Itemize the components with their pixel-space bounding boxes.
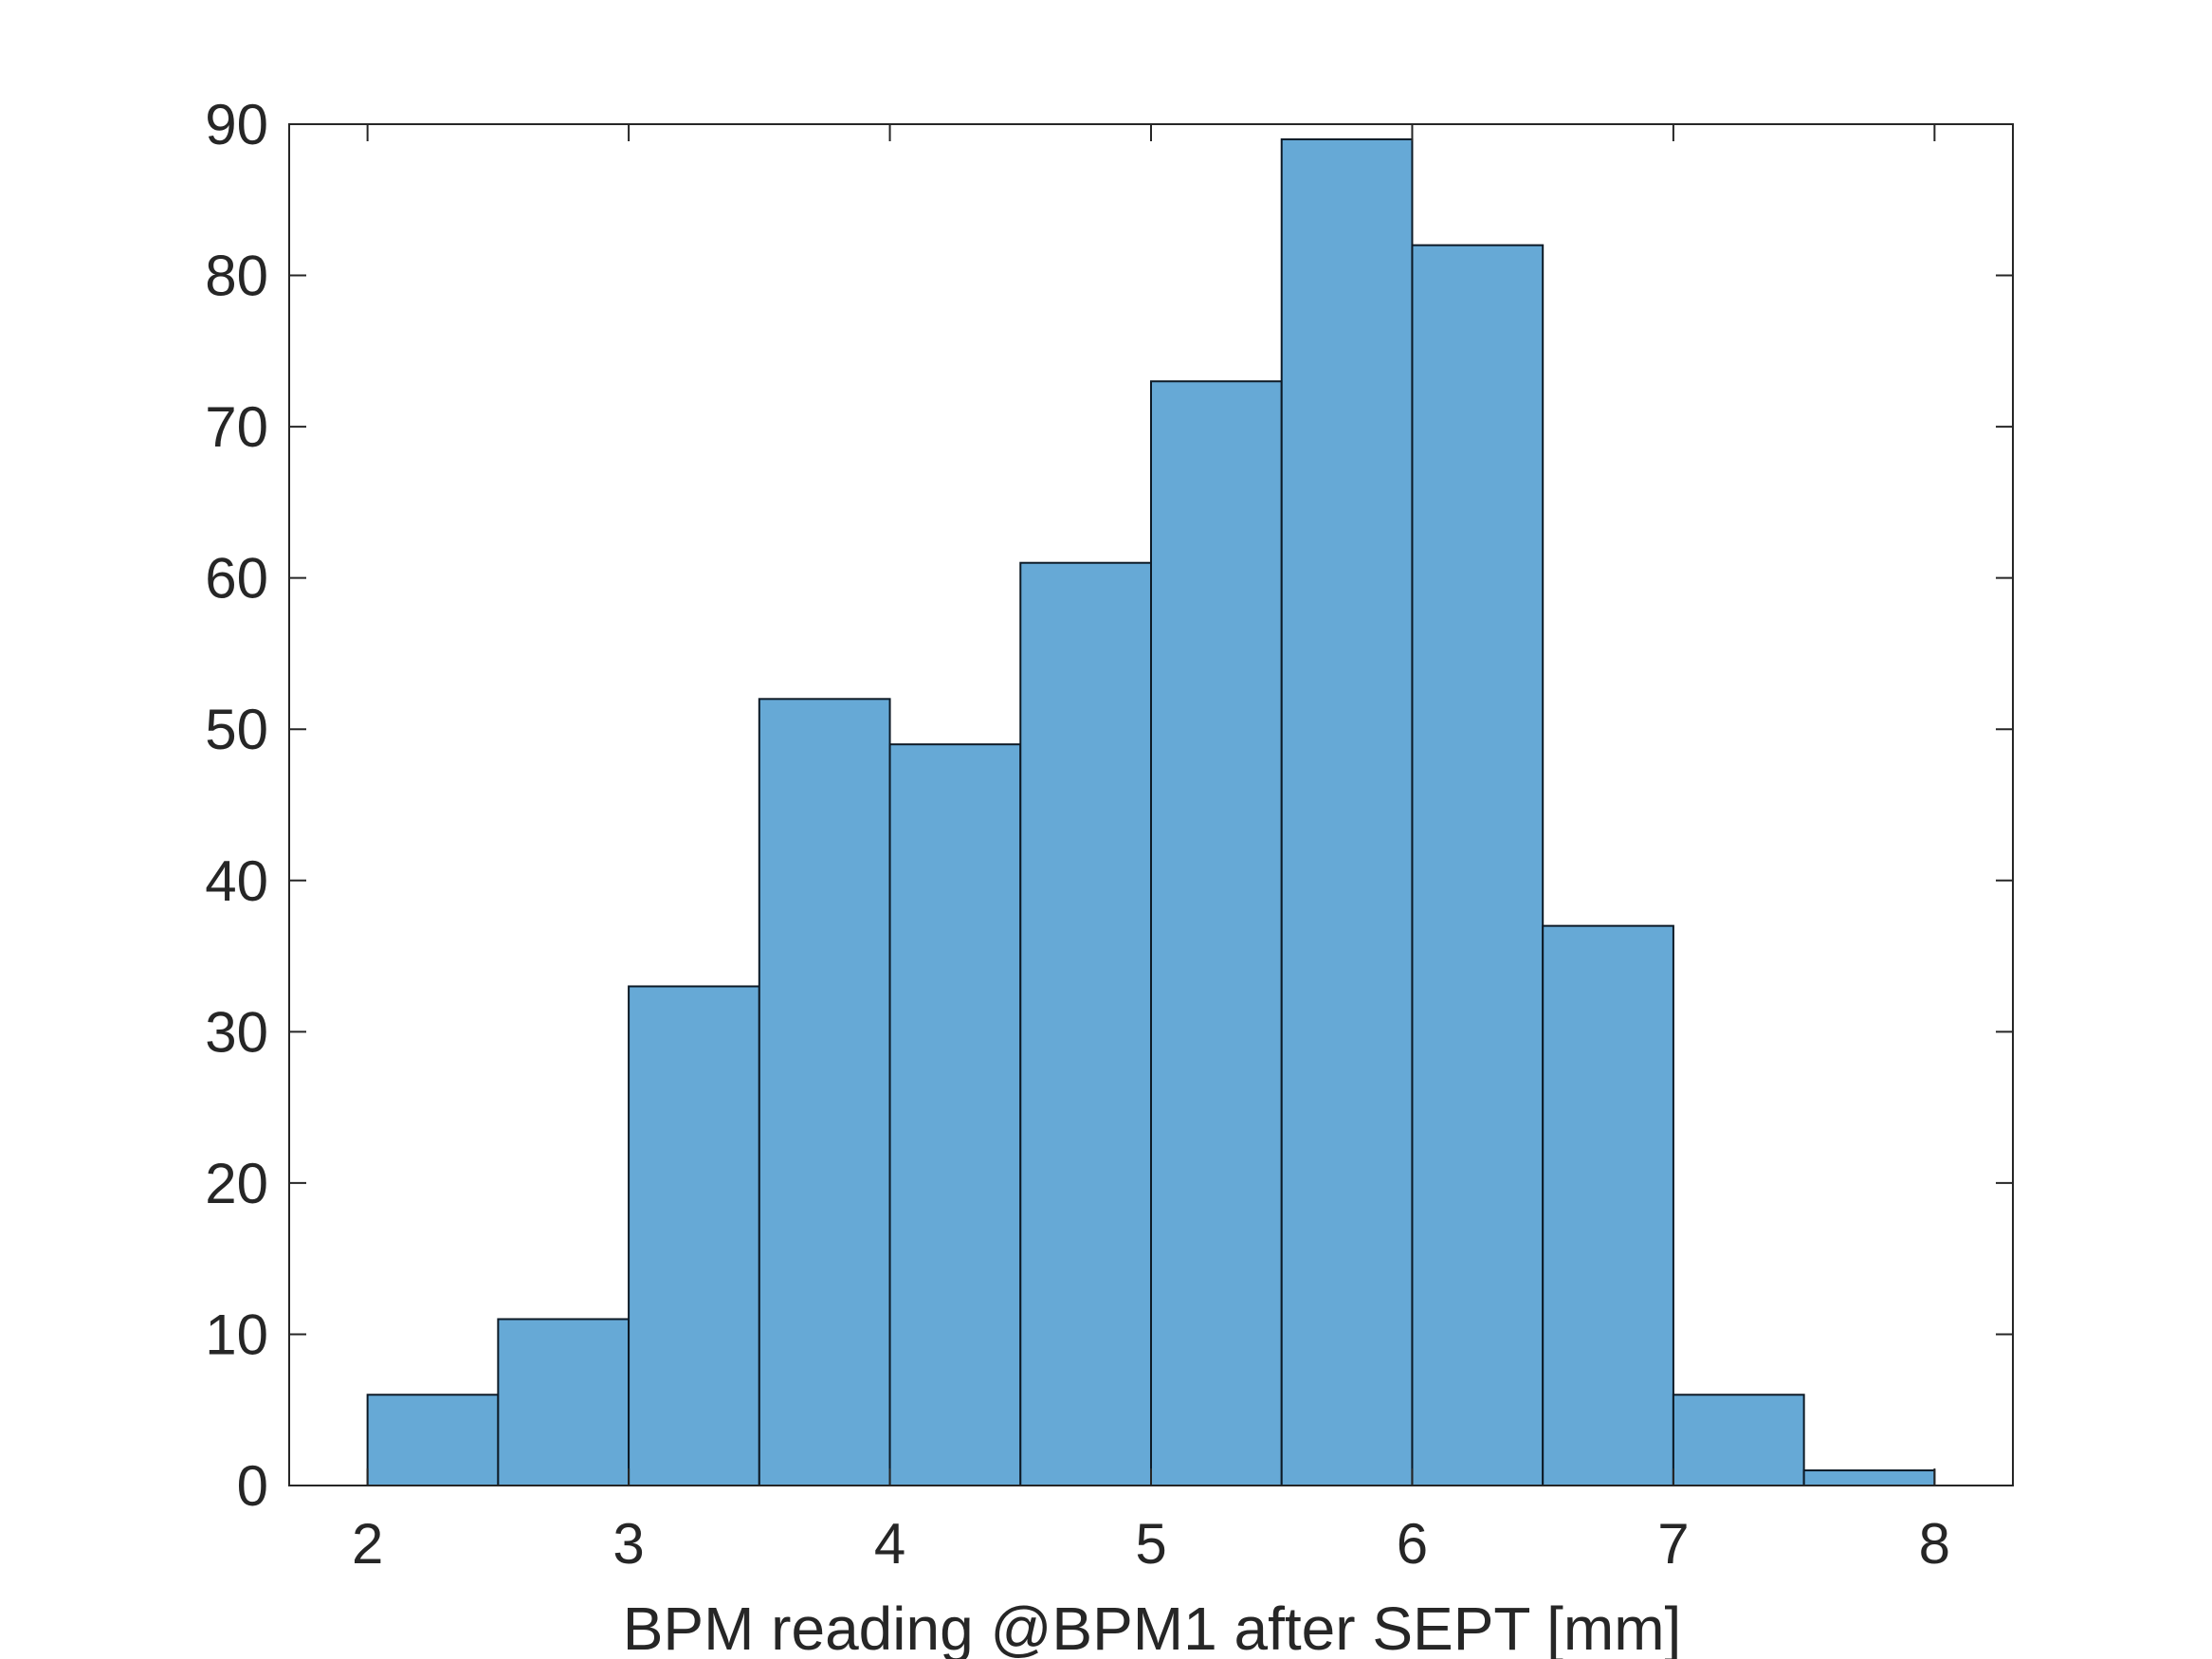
x-tick-label: 2: [352, 1512, 383, 1576]
ticks-layer: [289, 123, 2013, 1486]
histogram-bar: [1150, 380, 1283, 1487]
bars-layer: [366, 137, 1936, 1487]
histogram-bar: [1542, 924, 1674, 1486]
y-tick-label: 50: [205, 698, 268, 761]
histogram-bar: [888, 743, 1022, 1486]
y-tick-label: 70: [205, 395, 268, 459]
histogram-bar: [1411, 244, 1545, 1487]
x-tick-label: 6: [1397, 1512, 1428, 1576]
histogram-bar: [497, 1318, 631, 1486]
y-tick-label: 60: [205, 547, 268, 611]
x-tick-label: 8: [1919, 1512, 1950, 1576]
y-tick-label: 40: [205, 849, 268, 913]
histogram-bar: [366, 1394, 500, 1487]
histogram-bar: [1672, 1394, 1805, 1487]
x-axis-label: BPM reading @BPM1 after SEPT [mm]: [623, 1595, 1682, 1659]
y-tick-label: 90: [205, 93, 268, 156]
x-tick-label: 5: [1135, 1512, 1166, 1576]
y-tick-label: 20: [205, 1152, 268, 1215]
y-tick-label: 10: [205, 1303, 268, 1366]
histogram-bar: [1802, 1469, 1936, 1486]
histogram-bar: [758, 698, 891, 1486]
histogram-bar: [1019, 561, 1152, 1486]
x-tick-label: 3: [612, 1512, 644, 1576]
histogram-bar: [628, 985, 760, 1486]
y-tick-label: 0: [237, 1454, 268, 1518]
x-tick-label: 4: [874, 1512, 905, 1576]
y-tick-label: 80: [205, 245, 268, 308]
histogram-bar: [1280, 137, 1414, 1486]
y-tick-label: 30: [205, 1000, 268, 1064]
x-tick-label: 7: [1657, 1512, 1689, 1576]
